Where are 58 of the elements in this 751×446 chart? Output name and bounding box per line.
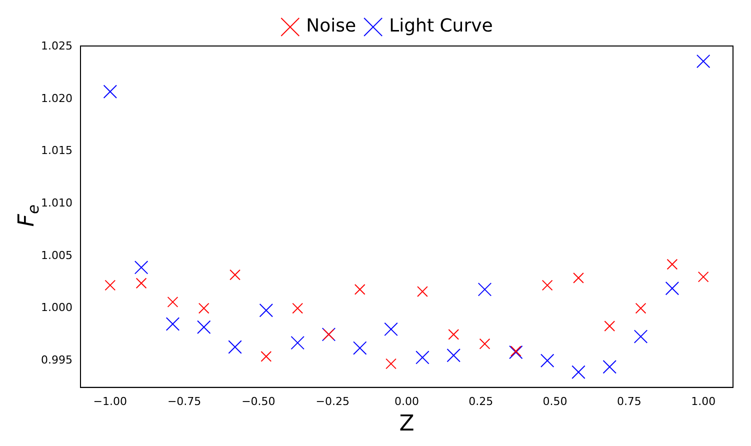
point xyxy=(666,258,678,270)
point xyxy=(197,320,211,334)
point xyxy=(698,271,709,282)
x-tick-label: −0.25 xyxy=(316,394,350,408)
point xyxy=(542,280,553,291)
y-tick-label: 1.020 xyxy=(40,92,72,105)
point xyxy=(572,365,586,379)
point xyxy=(446,348,460,362)
point xyxy=(604,320,616,332)
point xyxy=(416,350,430,364)
legend-label: Light Curve xyxy=(389,16,493,37)
point xyxy=(136,278,147,289)
point xyxy=(292,302,304,314)
point xyxy=(353,341,367,355)
point xyxy=(259,304,274,318)
y-tick-label: 1.025 xyxy=(40,39,72,52)
point xyxy=(602,360,616,374)
point xyxy=(573,272,584,284)
point xyxy=(290,336,304,350)
point xyxy=(634,330,648,344)
x-tick-label: −0.50 xyxy=(242,394,276,408)
x-tick-label: −1.00 xyxy=(93,394,128,408)
y-tick-label: 1.005 xyxy=(40,248,72,262)
point xyxy=(228,340,242,354)
x-axis-title: Z xyxy=(399,412,414,437)
point xyxy=(448,328,460,340)
point xyxy=(167,296,178,308)
point xyxy=(166,317,180,331)
x-tick-label: 0.75 xyxy=(616,394,642,408)
y-tick-label: 1.010 xyxy=(40,196,72,210)
point xyxy=(665,282,680,296)
y-tick-label: 0.995 xyxy=(40,353,72,366)
point xyxy=(635,302,646,314)
point xyxy=(198,302,210,314)
point xyxy=(478,282,492,296)
point xyxy=(696,54,710,68)
y-tick-label: 1.000 xyxy=(40,301,72,314)
point xyxy=(104,280,116,291)
legend-label: Noise xyxy=(306,16,356,37)
x-tick-label: 1.00 xyxy=(691,394,716,408)
point xyxy=(386,358,396,370)
x-tick-label: 0.25 xyxy=(468,394,494,408)
point xyxy=(510,346,522,357)
point xyxy=(479,338,490,350)
point xyxy=(134,260,148,274)
x-tick-label: 0.50 xyxy=(542,394,568,408)
point xyxy=(354,284,366,295)
point xyxy=(230,269,240,280)
point xyxy=(260,350,272,362)
point xyxy=(103,84,118,98)
y-axis-title: Fe xyxy=(14,204,43,227)
x-tick-label: −0.75 xyxy=(167,394,202,408)
point xyxy=(384,322,398,336)
point xyxy=(417,286,428,297)
x-tick-label: 0.00 xyxy=(394,394,419,408)
y-tick-label: 1.015 xyxy=(40,144,72,158)
point xyxy=(509,345,523,360)
point xyxy=(540,354,554,368)
